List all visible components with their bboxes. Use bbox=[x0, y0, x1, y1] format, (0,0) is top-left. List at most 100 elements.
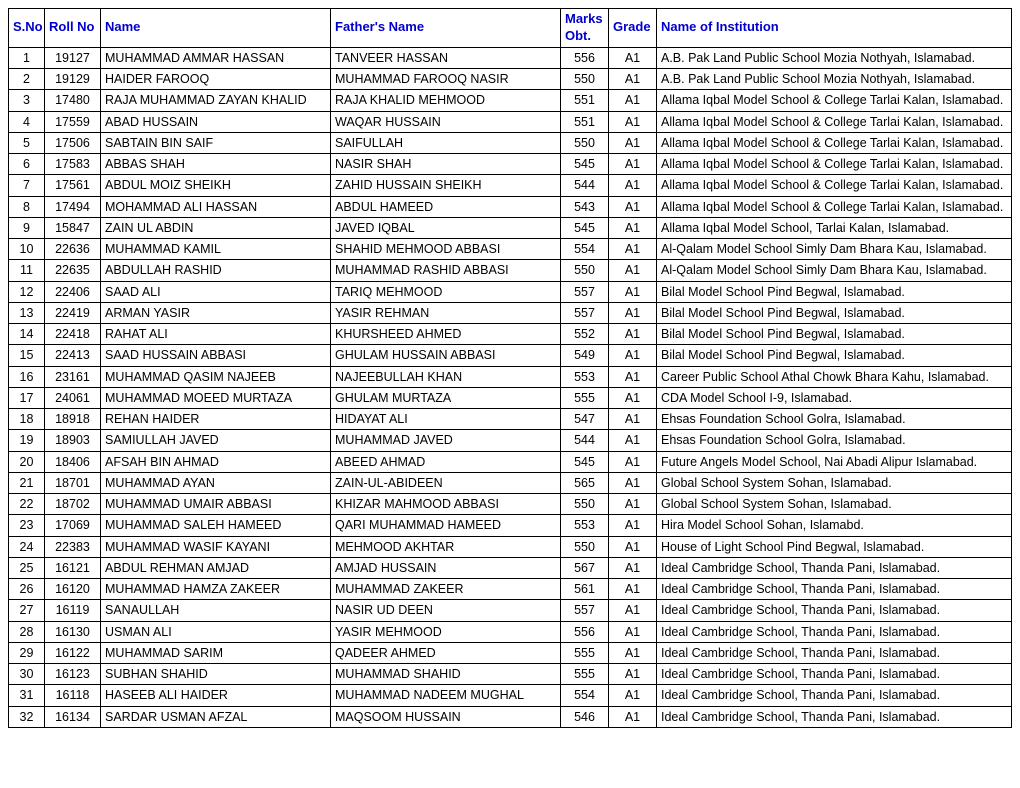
cell-roll: 15847 bbox=[45, 217, 101, 238]
cell-father: MUHAMMAD FAROOQ NASIR bbox=[331, 69, 561, 90]
cell-father: YASIR MEHMOOD bbox=[331, 621, 561, 642]
cell-sno: 3 bbox=[9, 90, 45, 111]
cell-roll: 22635 bbox=[45, 260, 101, 281]
cell-inst: Bilal Model School Pind Begwal, Islamaba… bbox=[657, 281, 1012, 302]
table-row: 2716119SANAULLAHNASIR UD DEEN557A1Ideal … bbox=[9, 600, 1012, 621]
cell-name: ZAIN UL ABDIN bbox=[101, 217, 331, 238]
cell-name: USMAN ALI bbox=[101, 621, 331, 642]
cell-roll: 17583 bbox=[45, 154, 101, 175]
cell-name: MUHAMMAD UMAIR ABBASI bbox=[101, 494, 331, 515]
cell-father: MEHMOOD AKHTAR bbox=[331, 536, 561, 557]
cell-sno: 19 bbox=[9, 430, 45, 451]
cell-roll: 18406 bbox=[45, 451, 101, 472]
cell-name: ARMAN YASIR bbox=[101, 302, 331, 323]
cell-father: KHURSHEED AHMED bbox=[331, 324, 561, 345]
col-sno-header: S.No bbox=[9, 9, 45, 48]
cell-grade: A1 bbox=[609, 409, 657, 430]
cell-father: NAJEEBULLAH KHAN bbox=[331, 366, 561, 387]
cell-roll: 16122 bbox=[45, 642, 101, 663]
table-row: 1322419ARMAN YASIRYASIR REHMAN557A1Bilal… bbox=[9, 302, 1012, 323]
cell-inst: Allama Iqbal Model School, Tarlai Kalan,… bbox=[657, 217, 1012, 238]
cell-roll: 16121 bbox=[45, 557, 101, 578]
cell-inst: Future Angels Model School, Nai Abadi Al… bbox=[657, 451, 1012, 472]
cell-father: HIDAYAT ALI bbox=[331, 409, 561, 430]
cell-sno: 14 bbox=[9, 324, 45, 345]
cell-inst: Allama Iqbal Model School & College Tarl… bbox=[657, 111, 1012, 132]
results-table: S.No Roll No Name Father's Name Marks Ob… bbox=[8, 8, 1012, 728]
cell-sno: 9 bbox=[9, 217, 45, 238]
cell-sno: 6 bbox=[9, 154, 45, 175]
cell-sno: 31 bbox=[9, 685, 45, 706]
cell-grade: A1 bbox=[609, 175, 657, 196]
cell-father: MUHAMMAD JAVED bbox=[331, 430, 561, 451]
cell-roll: 16123 bbox=[45, 664, 101, 685]
cell-marks: 550 bbox=[561, 260, 609, 281]
cell-inst: Ehsas Foundation School Golra, Islamabad… bbox=[657, 430, 1012, 451]
cell-name: MOHAMMAD ALI HASSAN bbox=[101, 196, 331, 217]
cell-marks: 554 bbox=[561, 685, 609, 706]
cell-grade: A1 bbox=[609, 260, 657, 281]
cell-name: RAJA MUHAMMAD ZAYAN KHALID bbox=[101, 90, 331, 111]
cell-father: ABDUL HAMEED bbox=[331, 196, 561, 217]
cell-grade: A1 bbox=[609, 154, 657, 175]
cell-inst: Al-Qalam Model School Simly Dam Bhara Ka… bbox=[657, 239, 1012, 260]
cell-grade: A1 bbox=[609, 515, 657, 536]
table-row: 1724061MUHAMMAD MOEED MURTAZAGHULAM MURT… bbox=[9, 387, 1012, 408]
cell-father: ZAIN-UL-ABIDEEN bbox=[331, 472, 561, 493]
cell-father: NASIR SHAH bbox=[331, 154, 561, 175]
cell-marks: 545 bbox=[561, 451, 609, 472]
cell-marks: 553 bbox=[561, 366, 609, 387]
cell-father: TANVEER HASSAN bbox=[331, 47, 561, 68]
table-row: 617583ABBAS SHAHNASIR SHAH545A1Allama Iq… bbox=[9, 154, 1012, 175]
cell-grade: A1 bbox=[609, 472, 657, 493]
cell-marks: 547 bbox=[561, 409, 609, 430]
table-row: 1222406SAAD ALITARIQ MEHMOOD557A1Bilal M… bbox=[9, 281, 1012, 302]
table-row: 3116118HASEEB ALI HAIDERMUHAMMAD NADEEM … bbox=[9, 685, 1012, 706]
cell-inst: Ideal Cambridge School, Thanda Pani, Isl… bbox=[657, 642, 1012, 663]
table-row: 2018406AFSAH BIN AHMADABEED AHMAD545A1Fu… bbox=[9, 451, 1012, 472]
cell-name: RAHAT ALI bbox=[101, 324, 331, 345]
cell-name: MUHAMMAD WASIF KAYANI bbox=[101, 536, 331, 557]
col-marks-header: Marks Obt. bbox=[561, 9, 609, 48]
cell-sno: 24 bbox=[9, 536, 45, 557]
cell-roll: 18903 bbox=[45, 430, 101, 451]
cell-grade: A1 bbox=[609, 217, 657, 238]
cell-father: MUHAMMAD SHAHID bbox=[331, 664, 561, 685]
cell-grade: A1 bbox=[609, 387, 657, 408]
col-father-header: Father's Name bbox=[331, 9, 561, 48]
table-row: 1022636MUHAMMAD KAMILSHAHID MEHMOOD ABBA… bbox=[9, 239, 1012, 260]
cell-sno: 32 bbox=[9, 706, 45, 727]
cell-marks: 554 bbox=[561, 239, 609, 260]
table-row: 119127MUHAMMAD AMMAR HASSANTANVEER HASSA… bbox=[9, 47, 1012, 68]
cell-name: SANAULLAH bbox=[101, 600, 331, 621]
cell-name: SAAD ALI bbox=[101, 281, 331, 302]
cell-grade: A1 bbox=[609, 642, 657, 663]
cell-sno: 16 bbox=[9, 366, 45, 387]
cell-grade: A1 bbox=[609, 557, 657, 578]
cell-father: SAIFULLAH bbox=[331, 132, 561, 153]
table-row: 219129HAIDER FAROOQMUHAMMAD FAROOQ NASIR… bbox=[9, 69, 1012, 90]
cell-marks: 565 bbox=[561, 472, 609, 493]
cell-roll: 16120 bbox=[45, 579, 101, 600]
cell-roll: 16119 bbox=[45, 600, 101, 621]
cell-inst: Allama Iqbal Model School & College Tarl… bbox=[657, 132, 1012, 153]
cell-sno: 26 bbox=[9, 579, 45, 600]
cell-marks: 561 bbox=[561, 579, 609, 600]
cell-roll: 17561 bbox=[45, 175, 101, 196]
cell-roll: 17480 bbox=[45, 90, 101, 111]
cell-marks: 557 bbox=[561, 600, 609, 621]
cell-inst: Bilal Model School Pind Begwal, Islamaba… bbox=[657, 345, 1012, 366]
cell-sno: 21 bbox=[9, 472, 45, 493]
cell-roll: 23161 bbox=[45, 366, 101, 387]
cell-inst: Ideal Cambridge School, Thanda Pani, Isl… bbox=[657, 600, 1012, 621]
cell-sno: 12 bbox=[9, 281, 45, 302]
col-roll-header: Roll No bbox=[45, 9, 101, 48]
cell-inst: CDA Model School I-9, Islamabad. bbox=[657, 387, 1012, 408]
cell-father: ZAHID HUSSAIN SHEIKH bbox=[331, 175, 561, 196]
cell-grade: A1 bbox=[609, 239, 657, 260]
cell-inst: A.B. Pak Land Public School Mozia Nothya… bbox=[657, 69, 1012, 90]
cell-sno: 27 bbox=[9, 600, 45, 621]
cell-marks: 567 bbox=[561, 557, 609, 578]
cell-inst: House of Light School Pind Begwal, Islam… bbox=[657, 536, 1012, 557]
cell-sno: 18 bbox=[9, 409, 45, 430]
